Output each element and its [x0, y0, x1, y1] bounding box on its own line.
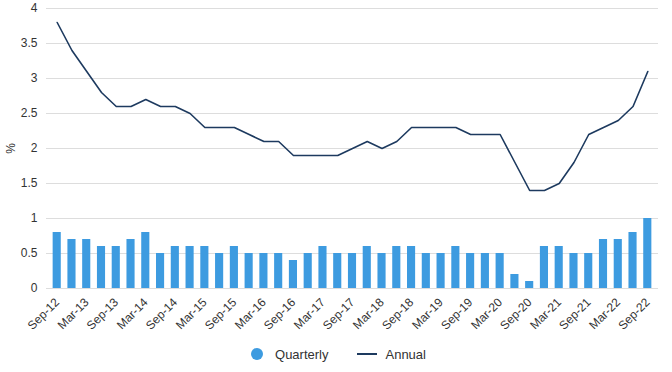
- svg-text:Sep-13: Sep-13: [84, 295, 121, 332]
- svg-text:3: 3: [31, 71, 38, 85]
- svg-text:Sep-15: Sep-15: [202, 295, 239, 332]
- svg-text:Sep-22: Sep-22: [615, 295, 652, 332]
- svg-text:Mar-20: Mar-20: [468, 295, 505, 332]
- svg-text:Mar-19: Mar-19: [409, 295, 446, 332]
- svg-text:Sep-19: Sep-19: [438, 295, 475, 332]
- svg-text:Mar-15: Mar-15: [173, 295, 210, 332]
- svg-text:2.5: 2.5: [21, 106, 38, 120]
- svg-text:Mar-21: Mar-21: [527, 295, 564, 332]
- svg-text:Mar-22: Mar-22: [586, 295, 623, 332]
- svg-text:1: 1: [31, 211, 38, 225]
- svg-text:1.5: 1.5: [21, 176, 38, 190]
- svg-text:Sep-16: Sep-16: [261, 295, 298, 332]
- svg-text:3.5: 3.5: [21, 36, 38, 50]
- svg-text:Sep-20: Sep-20: [497, 295, 534, 332]
- svg-text:Sep-21: Sep-21: [556, 295, 593, 332]
- svg-text:0.5: 0.5: [21, 246, 38, 260]
- svg-text:Sep-14: Sep-14: [143, 295, 180, 332]
- svg-text:Mar-17: Mar-17: [291, 295, 328, 332]
- svg-text:Sep-17: Sep-17: [320, 295, 357, 332]
- svg-text:%: %: [4, 143, 18, 154]
- svg-text:Sep-12: Sep-12: [25, 295, 62, 332]
- svg-text:0: 0: [31, 281, 38, 295]
- html-text:Annual: Annual: [385, 346, 426, 362]
- svg-text:2: 2: [31, 141, 38, 155]
- svg-text:Mar-14: Mar-14: [114, 295, 151, 332]
- svg-text:Mar-13: Mar-13: [55, 295, 92, 332]
- svg-text:Sep-18: Sep-18: [379, 295, 416, 332]
- svg-text:Mar-18: Mar-18: [350, 295, 387, 332]
- html-text:Quarterly: Quarterly: [275, 346, 329, 362]
- svg-text:4: 4: [31, 1, 38, 15]
- svg-text:Mar-16: Mar-16: [232, 295, 269, 332]
